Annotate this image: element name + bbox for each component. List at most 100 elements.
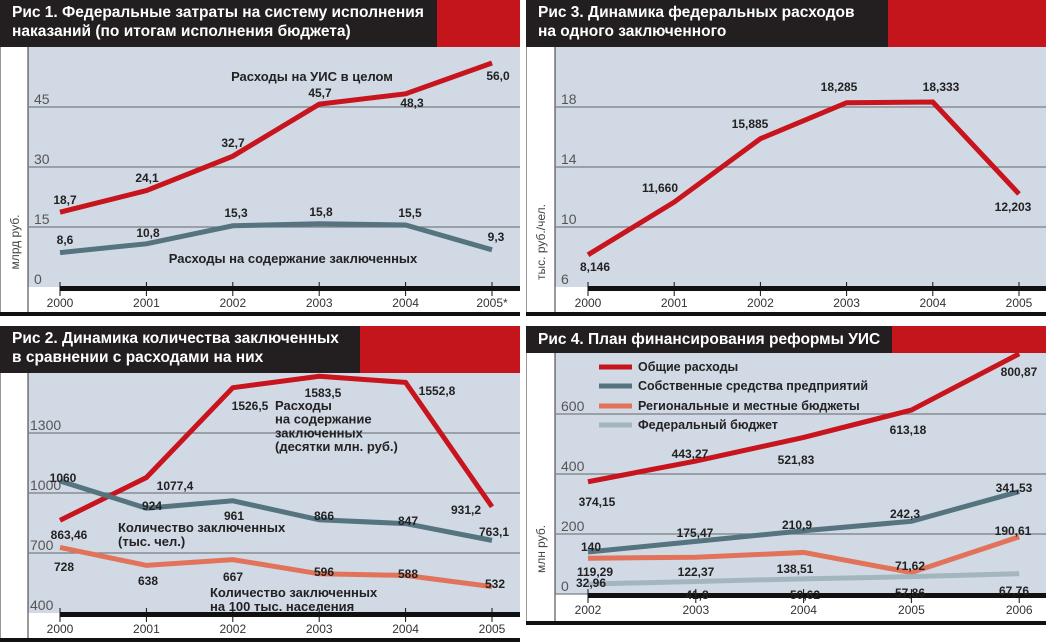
y-tick-label: 200 xyxy=(561,518,585,534)
title-line: на одного заключенного xyxy=(538,23,727,40)
y-tick-label: 700 xyxy=(30,537,54,553)
x-tick-label: 2003 xyxy=(306,622,333,636)
chart-4-svg: 0 200 400 600 млн руб. 2002 2003 2004 2005 2006 37… xyxy=(526,351,1046,625)
series-annotation: (десятки млн. руб.) xyxy=(275,439,398,454)
x-tick-label: 2004 xyxy=(392,622,419,636)
data-label: 1552,8 xyxy=(419,384,456,398)
data-label: 18,285 xyxy=(821,80,858,94)
x-axis-baseline xyxy=(588,593,1046,598)
data-label: 18,333 xyxy=(923,80,960,94)
data-label: 847 xyxy=(398,514,418,528)
y-axis-label: млн руб. xyxy=(534,525,548,573)
x-tick-label: 2001 xyxy=(133,622,160,636)
data-label: 961 xyxy=(224,509,244,523)
data-label: 15,8 xyxy=(309,205,333,219)
x-tick-label: 2001 xyxy=(661,296,688,310)
data-label: 56,0 xyxy=(486,69,510,83)
data-label: 1526,5 xyxy=(232,399,269,413)
y-tick-label: 600 xyxy=(561,398,585,414)
data-label: 8,6 xyxy=(57,233,74,247)
x-tick-label: 2004 xyxy=(392,296,419,310)
x-tick-label: 2003 xyxy=(306,296,333,310)
x-tick-label: 2002 xyxy=(219,622,246,636)
y-tick-label: 30 xyxy=(34,151,50,167)
data-label: 48,3 xyxy=(400,96,424,110)
y-tick-label: 18 xyxy=(561,91,577,107)
x-tick-label: 2001 xyxy=(133,296,160,310)
panel-bottom-border xyxy=(0,638,520,642)
data-label: 15,5 xyxy=(398,206,422,220)
series-annotation: Количество заключенных xyxy=(118,520,286,535)
data-label: 1060 xyxy=(50,471,77,485)
series-annotation: на содержание xyxy=(275,412,372,427)
y-tick-label: 400 xyxy=(30,597,54,613)
x-tick-label: 2000 xyxy=(575,296,602,310)
figure-2-title: Рис 2. Динамика количества заключенных в … xyxy=(12,329,339,367)
data-label: 32,7 xyxy=(221,136,245,150)
data-label: 521,83 xyxy=(778,453,815,467)
series-annotation: Количество заключенных xyxy=(210,585,378,600)
x-tick-label: 2000 xyxy=(47,296,74,310)
data-label: 71,62 xyxy=(895,559,925,573)
legend-label: Региональные и местные бюджеты xyxy=(638,399,860,413)
x-tick-label: 2005 xyxy=(1006,296,1033,310)
series-line-1 xyxy=(586,99,1021,257)
data-label: 1077,4 xyxy=(157,479,194,493)
series-line-2 xyxy=(59,221,493,256)
title-line: Рис 3. Динамика федеральных расходов xyxy=(538,4,855,21)
chart-3-svg: 6 10 14 18 тыс. руб./чел. 2000 2001 2002 2003 200… xyxy=(526,47,1046,316)
x-tick-label: 2005 xyxy=(898,603,925,617)
data-label: 638 xyxy=(138,574,158,588)
header-accent xyxy=(888,0,1046,47)
x-tick-label: 2002 xyxy=(219,296,246,310)
data-label: 57,86 xyxy=(895,586,925,600)
x-tick-label: 2003 xyxy=(682,603,709,617)
data-label: 8,146 xyxy=(580,260,610,274)
data-label: 190,61 xyxy=(995,524,1032,538)
data-label: 532 xyxy=(485,577,505,591)
y-tick-label: 15 xyxy=(34,211,50,227)
figure-1-header: Рис 1. Федеральные затраты на систему ис… xyxy=(0,0,520,47)
data-label: 931,2 xyxy=(451,503,481,517)
data-label: 242,3 xyxy=(890,507,920,521)
x-tick-label: 2006 xyxy=(1006,603,1033,617)
series-annotation: заключенных xyxy=(275,425,364,440)
y-axis-label: млрд руб. xyxy=(8,215,22,270)
panel-bottom-border xyxy=(526,621,1046,625)
series-line-3 xyxy=(59,544,493,590)
data-label: 175,47 xyxy=(677,526,714,540)
figure-3-title: Рис 3. Динамика федеральных расходов на о… xyxy=(538,3,855,41)
data-label: 18,7 xyxy=(53,193,77,207)
data-label: 924 xyxy=(142,499,162,513)
data-label: 32,96 xyxy=(576,576,606,590)
y-tick-label: 6 xyxy=(561,271,569,287)
data-label: 140 xyxy=(581,540,601,554)
y-tick-label: 400 xyxy=(561,458,585,474)
data-label: 763,1 xyxy=(479,525,509,539)
figure-2-header: Рис 2. Динамика количества заключенных в … xyxy=(0,326,520,373)
y-tick-label: 1300 xyxy=(30,417,61,433)
y-tick-label: 1000 xyxy=(30,477,61,493)
panel-bottom-border xyxy=(0,312,520,316)
header-accent xyxy=(437,0,520,47)
figure-4-panel: 0 200 400 600 млн руб. 2002 2003 2004 2005 2006 37… xyxy=(526,326,1046,626)
data-label: 15,885 xyxy=(732,117,769,131)
x-axis-baseline xyxy=(60,612,520,617)
x-tick-label: 2003 xyxy=(833,296,860,310)
series-annotation: на 100 тыс. населения xyxy=(210,599,354,614)
data-label: 866 xyxy=(314,509,334,523)
data-label: 210,9 xyxy=(782,518,812,532)
data-label: 138,51 xyxy=(777,562,814,576)
panel-bottom-border xyxy=(526,312,1046,316)
legend-label: Общие расходы xyxy=(638,360,738,374)
title-line: Рис 1. Федеральные затраты на систему ис… xyxy=(12,4,424,21)
title-line: наказаний (по итогам исполнения бюджета) xyxy=(12,23,351,40)
title-line: Рис 4. План финансирования реформы УИС xyxy=(538,331,881,348)
data-label: 1583,5 xyxy=(305,386,342,400)
series-annotation: Расходы на содержание заключенных xyxy=(169,251,418,266)
data-label: 11,660 xyxy=(642,181,678,195)
y-axis-label: тыс. руб./чел. xyxy=(534,204,548,280)
data-label: 12,203 xyxy=(995,200,1032,214)
figure-2-panel: 400 700 1000 1300 2000 2001 2002 2003 2004 2005 86… xyxy=(0,326,520,642)
figure-4-title: Рис 4. План финансирования реформы УИС xyxy=(538,330,880,349)
